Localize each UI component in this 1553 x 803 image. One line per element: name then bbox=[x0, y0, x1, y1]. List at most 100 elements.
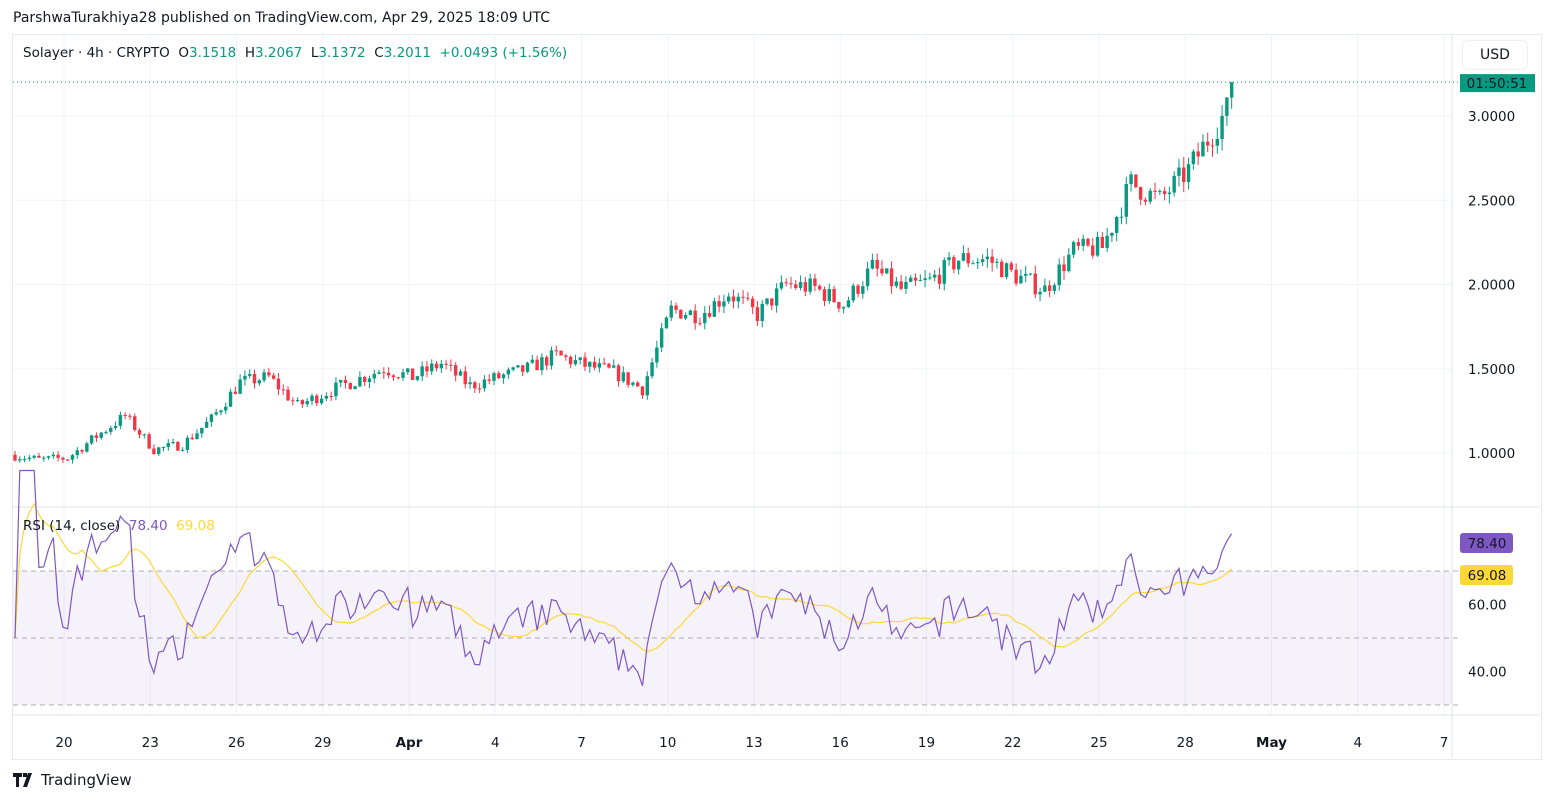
candle-body bbox=[1052, 285, 1057, 291]
candle-body bbox=[1138, 187, 1143, 200]
candle-body bbox=[396, 377, 400, 379]
candle-body bbox=[228, 391, 233, 407]
rsi-ma-value: 69.08 bbox=[176, 518, 215, 534]
candle-body bbox=[525, 362, 530, 372]
symbol-label[interactable]: Solayer · 4h · CRYPTO bbox=[23, 45, 170, 61]
candle-body bbox=[755, 307, 760, 322]
time-tick: Apr bbox=[396, 735, 423, 751]
candle-body bbox=[750, 298, 755, 308]
candle-body bbox=[937, 274, 942, 284]
candle-body bbox=[1014, 269, 1018, 284]
candle-body bbox=[13, 454, 17, 461]
open-label: O bbox=[178, 45, 190, 61]
candle-body bbox=[1071, 242, 1076, 255]
candle-body bbox=[588, 361, 592, 367]
candle-body bbox=[1229, 82, 1234, 98]
candle-body bbox=[894, 281, 899, 287]
candle-body bbox=[636, 382, 640, 387]
candle-body bbox=[1119, 216, 1124, 218]
candle-body bbox=[1143, 199, 1148, 202]
candle-body bbox=[549, 350, 554, 366]
candle-body bbox=[267, 372, 271, 376]
candle-body bbox=[430, 363, 434, 372]
time-tick: 7 bbox=[577, 735, 586, 751]
time-tick: 29 bbox=[314, 735, 331, 751]
candle-body bbox=[1043, 285, 1047, 292]
candle-body bbox=[956, 260, 961, 270]
candle-body bbox=[80, 450, 84, 452]
candle-body bbox=[190, 437, 194, 440]
candle-body bbox=[252, 373, 257, 384]
rsi-badge bbox=[1460, 533, 1513, 553]
candle-body bbox=[171, 441, 175, 444]
candle-body bbox=[449, 364, 453, 366]
candle-body bbox=[1215, 138, 1219, 146]
candle-body bbox=[798, 282, 803, 288]
candle-body bbox=[128, 415, 132, 417]
candle-body bbox=[669, 305, 673, 318]
countdown-badge bbox=[1460, 74, 1535, 93]
candle-body bbox=[913, 277, 918, 281]
candle-body bbox=[262, 372, 266, 381]
candle-body bbox=[315, 395, 319, 404]
candle-body bbox=[1057, 264, 1061, 286]
time-tick: 25 bbox=[1090, 735, 1107, 751]
rsi-label[interactable]: RSI (14, close) bbox=[23, 518, 121, 534]
candle-body bbox=[1023, 273, 1028, 276]
candle-body bbox=[238, 379, 242, 394]
candle-body bbox=[362, 377, 367, 382]
candle-body bbox=[142, 434, 147, 436]
candle-body bbox=[233, 391, 238, 394]
candle-body bbox=[568, 356, 573, 365]
candle-body bbox=[928, 277, 932, 279]
candle-body bbox=[152, 448, 156, 454]
candle-body bbox=[367, 378, 372, 382]
candle-body bbox=[846, 300, 851, 308]
candle-body bbox=[42, 457, 46, 459]
candle-body bbox=[1047, 285, 1052, 291]
candle-body bbox=[1086, 238, 1090, 246]
candle-body bbox=[717, 301, 721, 307]
candle-body bbox=[1000, 261, 1004, 278]
candle-body bbox=[305, 401, 309, 405]
candle-body bbox=[774, 288, 779, 306]
rsi-tick: 60.00 bbox=[1468, 598, 1507, 614]
candle-body bbox=[947, 257, 951, 261]
candle-body bbox=[870, 259, 875, 269]
candle-body bbox=[851, 285, 855, 301]
candle-body bbox=[612, 365, 616, 368]
price-tick: 2.0000 bbox=[1468, 278, 1515, 294]
price-tick: 1.5000 bbox=[1468, 362, 1515, 378]
candle-body bbox=[1105, 235, 1109, 248]
candle-body bbox=[904, 281, 908, 289]
candle-body bbox=[909, 277, 913, 282]
candle-body bbox=[85, 443, 89, 452]
candle-body bbox=[406, 368, 410, 373]
price-legend: Solayer · 4h · CRYPTO O3.1518 H3.2067 L3… bbox=[23, 45, 567, 61]
candle-body bbox=[918, 280, 923, 282]
high-value: 3.2067 bbox=[255, 45, 303, 61]
candle-body bbox=[827, 288, 831, 301]
candle-body bbox=[257, 380, 261, 384]
candle-body bbox=[813, 278, 817, 286]
candle-body bbox=[1033, 273, 1037, 295]
candle-body bbox=[291, 400, 295, 402]
candle-body bbox=[880, 268, 884, 274]
price-tick: 2.5000 bbox=[1468, 193, 1515, 209]
currency-button[interactable]: USD bbox=[1462, 40, 1528, 70]
candle-body bbox=[410, 368, 415, 380]
candle-body bbox=[1067, 254, 1071, 272]
candle-body bbox=[1095, 236, 1100, 256]
candle-body bbox=[219, 410, 223, 413]
candle-body bbox=[650, 362, 654, 377]
candle-body bbox=[1028, 273, 1033, 275]
time-tick: 4 bbox=[1353, 735, 1362, 751]
candle-body bbox=[133, 416, 137, 431]
candle-body bbox=[147, 434, 151, 449]
candle-body bbox=[377, 372, 381, 374]
candle-body bbox=[1196, 151, 1200, 157]
candle-body bbox=[985, 256, 990, 260]
candle-body bbox=[741, 296, 745, 298]
candle-body bbox=[1220, 115, 1224, 139]
